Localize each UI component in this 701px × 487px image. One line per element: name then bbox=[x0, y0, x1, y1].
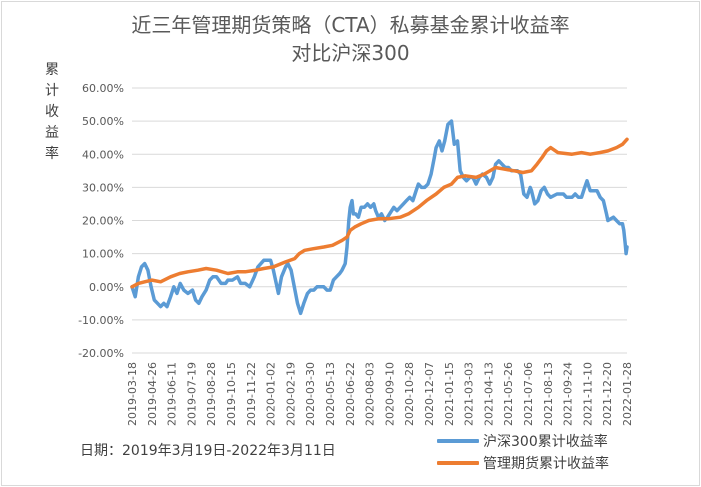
y-tick-label: 10.00% bbox=[82, 248, 124, 261]
legend-label-hs300: 沪深300累计收益率 bbox=[483, 434, 608, 450]
x-tick-label: 2020-12-07 bbox=[423, 362, 436, 426]
x-tick-label: 2020-06-22 bbox=[344, 362, 357, 426]
series-line-cta bbox=[130, 137, 629, 289]
y-tick-label: 50.00% bbox=[82, 115, 124, 128]
y-tick-label: -10.00% bbox=[78, 314, 124, 327]
chart-subtitle: 对比沪深300 bbox=[291, 41, 410, 65]
legend-item-cta: 管理期货累计收益率 bbox=[437, 452, 609, 474]
x-tick-labels: 2019-03-18 2019-04-26 2019-06-11 2019-07-19… bbox=[126, 362, 634, 426]
legend: 沪深300累计收益率 管理期货累计收益率 bbox=[437, 430, 609, 474]
x-tick-label: 2021-11-10 bbox=[581, 362, 594, 426]
y-tick-label: 20.00% bbox=[82, 215, 124, 228]
x-tick-label: 2022-01-28 bbox=[621, 362, 634, 426]
y-tick-label: -20.00% bbox=[78, 347, 124, 360]
x-tick-label: 2020-10-28 bbox=[403, 362, 416, 426]
x-tick-label: 2019-03-18 bbox=[126, 362, 139, 426]
x-tick-label: 2021-08-13 bbox=[542, 362, 555, 426]
x-tick-label: 2019-11-22 bbox=[245, 362, 258, 426]
x-tick-label: 2021-12-20 bbox=[601, 362, 614, 426]
x-tick-label: 2021-01-15 bbox=[443, 362, 456, 426]
legend-item-hs300: 沪深300累计收益率 bbox=[437, 430, 609, 452]
x-tick-label: 2021-05-26 bbox=[502, 362, 515, 426]
y-tick-label: 60.00% bbox=[82, 82, 124, 95]
x-tick-label: 2020-05-13 bbox=[324, 362, 337, 426]
x-tick-label: 2020-03-30 bbox=[304, 362, 317, 426]
x-tick-label: 2020-01-02 bbox=[265, 362, 278, 426]
x-tick-label: 2019-07-19 bbox=[185, 362, 198, 426]
x-tick-label: 2019-10-15 bbox=[225, 362, 238, 426]
y-tick-label: 0.00% bbox=[89, 281, 124, 294]
x-tick-label: 2020-09-10 bbox=[383, 362, 396, 426]
date-range-note: 日期：2019年3月19日-2022年3月11日 bbox=[80, 443, 336, 459]
legend-label-cta: 管理期货累计收益率 bbox=[483, 456, 609, 472]
x-tick-label: 2020-02-19 bbox=[284, 362, 297, 426]
x-tick-label: 2021-03-03 bbox=[463, 362, 476, 426]
series-lines bbox=[130, 119, 629, 316]
chart-title: 近三年管理期货策略（CTA）私募基金累计收益率 bbox=[131, 13, 570, 37]
x-tick-label: 2020-08-03 bbox=[364, 362, 377, 426]
y-tick-label: 30.00% bbox=[82, 181, 124, 194]
x-tick-label: 2021-04-13 bbox=[482, 362, 495, 426]
x-tick-label: 2019-08-28 bbox=[205, 362, 218, 426]
legend-swatch-cta bbox=[437, 461, 479, 465]
x-tick-label: 2021-09-24 bbox=[562, 362, 575, 426]
y-tick-labels: -20.00% -10.00% 0.00% 10.00% 20.00% 30.00% 40.… bbox=[78, 82, 124, 360]
y-tick-label: 40.00% bbox=[82, 148, 124, 161]
legend-swatch-hs300 bbox=[437, 439, 479, 443]
x-tick-label: 2021-07-06 bbox=[522, 362, 535, 426]
x-tick-label: 2019-06-11 bbox=[166, 362, 179, 426]
y-axis-label: 累计收益率 bbox=[45, 62, 59, 162]
x-tick-label: 2019-04-26 bbox=[146, 362, 159, 426]
